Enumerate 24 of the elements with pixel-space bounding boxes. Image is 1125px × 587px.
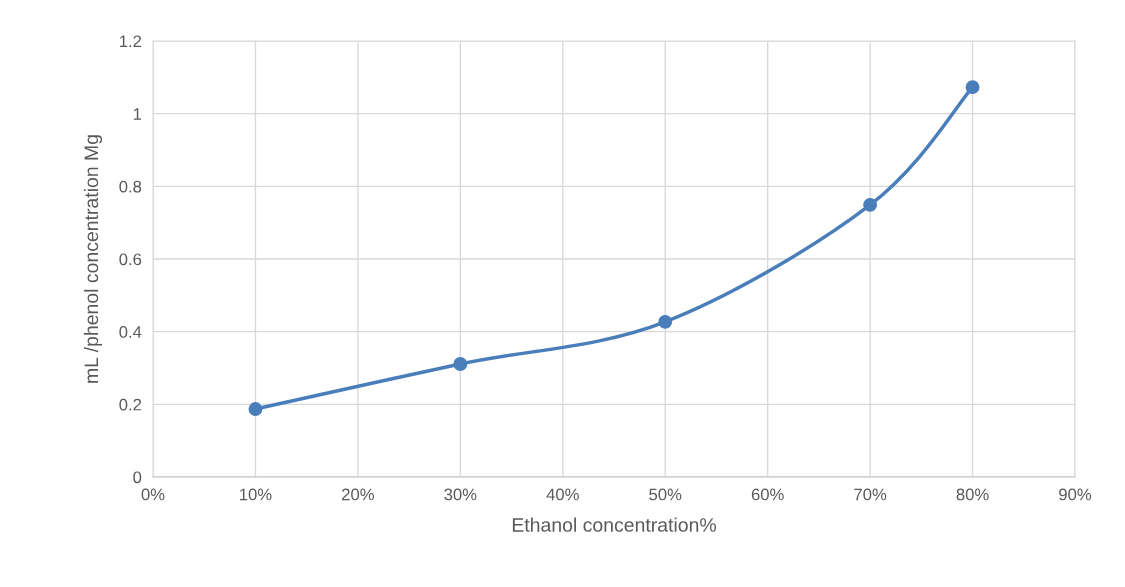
y-tick-label: 1 bbox=[133, 108, 142, 120]
y-axis-title: mL /phenol concentration Mg bbox=[83, 135, 103, 383]
point bbox=[453, 357, 468, 371]
x-tick-label: 30% bbox=[444, 488, 477, 501]
point bbox=[965, 80, 980, 95]
x-tick-label: 10% bbox=[240, 488, 272, 501]
point bbox=[248, 402, 263, 417]
y-tick-label: 0.6 bbox=[119, 253, 142, 266]
x-tick-label: 90% bbox=[1059, 488, 1092, 501]
x-axis-title: Ethanol concentration% bbox=[512, 517, 717, 532]
y-tick-label: 1.2 bbox=[119, 35, 142, 48]
x-tick-label: 80% bbox=[956, 488, 989, 501]
y-tick-label: 0 bbox=[133, 471, 142, 484]
x-tick-label: 50% bbox=[649, 488, 682, 501]
x-tick-label: 0% bbox=[141, 488, 165, 501]
point bbox=[658, 314, 673, 329]
point bbox=[863, 197, 878, 212]
y-tick-label: 0.2 bbox=[119, 398, 142, 411]
y-tick-label: 0.4 bbox=[119, 326, 142, 338]
x-tick-label: 70% bbox=[854, 488, 887, 501]
x-tick-label: 40% bbox=[546, 488, 579, 501]
x-tick-label: 20% bbox=[342, 488, 374, 501]
x-tick-label: 60% bbox=[751, 488, 784, 501]
y-tick-label: 0.8 bbox=[119, 180, 142, 193]
